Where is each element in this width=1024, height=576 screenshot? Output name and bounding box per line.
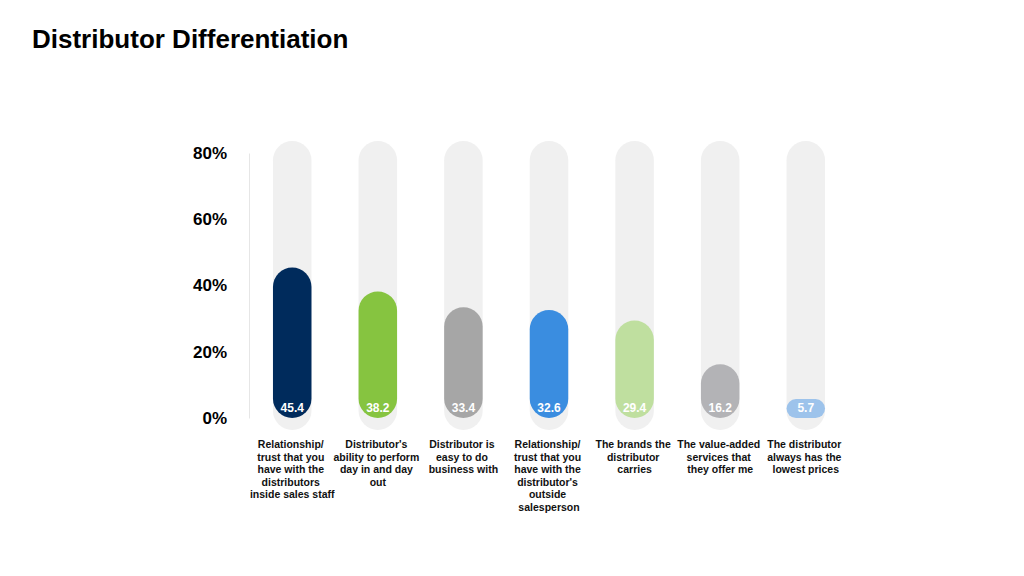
tick-label: 60% xyxy=(193,210,227,229)
tick-label: 80% xyxy=(193,144,227,163)
tick-label: Distributor is easy to do business with xyxy=(429,438,498,475)
tick-label: The distributor always has the lowest pr… xyxy=(767,438,844,475)
tick: 60% xyxy=(193,210,249,229)
tick-label-line: Relationship/ xyxy=(515,438,584,450)
tick-label-line: have with the xyxy=(514,463,583,475)
tick: The distributor always has the lowest pr… xyxy=(767,438,844,475)
bar xyxy=(701,364,740,418)
tick-label-line: they offer me xyxy=(687,463,753,475)
chart: Distributor Differentiation 0% 20% 40% 60% 80… xyxy=(0,0,1024,576)
tick-label: The brands the distributor carries xyxy=(595,438,673,475)
data-labels: 45.4 38.2 33.4 32.6 29.4 16.2 5.7 xyxy=(281,401,815,415)
track xyxy=(701,141,740,430)
tick-label-line: lowest prices xyxy=(773,463,840,475)
tick: 80% xyxy=(193,144,249,163)
tick-label-line: distributor's xyxy=(517,476,581,488)
title: Distributor Differentiation xyxy=(32,24,348,54)
bars xyxy=(273,268,825,418)
track xyxy=(273,141,312,430)
y-axis: 0% 20% 40% 60% 80% xyxy=(193,144,250,428)
tick-label-line: always has the xyxy=(767,451,844,463)
tick-label-line: business with xyxy=(429,463,498,475)
bar xyxy=(530,310,569,418)
tick-label-line: trust that you xyxy=(514,451,584,463)
track xyxy=(444,141,483,430)
track xyxy=(615,141,654,430)
tick-label-line: Relationship/ xyxy=(258,438,327,450)
data-label: 45.4 xyxy=(281,401,305,415)
track xyxy=(530,141,569,430)
tracks xyxy=(273,141,825,430)
axis-line xyxy=(249,154,250,419)
data-label: 33.4 xyxy=(452,401,476,415)
tick-label-line: Distributor is xyxy=(429,438,497,450)
tick-label-line: carries xyxy=(617,463,652,475)
tick-label-line: have with the xyxy=(258,463,327,475)
tick: 0% xyxy=(202,409,249,428)
tick-label: 20% xyxy=(193,343,227,362)
data-label: 38.2 xyxy=(366,401,390,415)
tick: 20% xyxy=(193,343,249,362)
tick: Distributor's ability to perform day in … xyxy=(333,438,422,488)
tick-label-line: trust that you xyxy=(257,451,327,463)
tick-label-line: easy to do xyxy=(436,451,491,463)
tick-label: Distributor's ability to perform day in … xyxy=(333,438,422,488)
tick: The brands the distributor carries xyxy=(595,438,673,475)
tick-label-line: The brands the xyxy=(595,438,673,450)
data-label: 32.6 xyxy=(537,401,561,415)
bar xyxy=(444,307,483,418)
data-label: 29.4 xyxy=(623,401,647,415)
tick-label: 40% xyxy=(193,276,227,295)
bar xyxy=(787,399,826,418)
tick-label-line: inside sales staff xyxy=(250,488,335,500)
bar xyxy=(273,268,312,418)
x-axis: Relationship/ trust that you have with t… xyxy=(250,438,850,513)
tick-label-line: Distributor's xyxy=(345,438,410,450)
track xyxy=(359,141,398,430)
data-label: 5.7 xyxy=(797,401,814,415)
tick-label-line: distributors xyxy=(262,476,323,488)
tick-label-line: day in and day xyxy=(340,463,416,475)
tick-label: The value-added services that they offer… xyxy=(677,438,763,475)
tick-label: Relationship/ trust that you have with t… xyxy=(514,438,584,513)
tick-label-line: distributor xyxy=(607,451,662,463)
bar xyxy=(615,321,654,418)
tick-label-line: outside xyxy=(529,488,569,500)
tick-label-line: ability to perform xyxy=(333,451,422,463)
tick-label-line: out xyxy=(370,476,387,488)
tick: 40% xyxy=(193,276,249,295)
tick: Relationship/ trust that you have with t… xyxy=(514,438,584,513)
tick-label-line: The distributor xyxy=(767,438,844,450)
tick: The value-added services that they offer… xyxy=(677,438,763,475)
tick: Distributor is easy to do business with xyxy=(429,438,498,475)
bar xyxy=(359,291,398,418)
tick-label-line: salesperson xyxy=(518,501,579,513)
data-label: 16.2 xyxy=(709,401,733,415)
tick-label: Relationship/ trust that you have with t… xyxy=(250,438,335,500)
tick-label-line: services that xyxy=(687,451,754,463)
track xyxy=(787,141,826,430)
tick-label: 0% xyxy=(202,409,227,428)
tick: Relationship/ trust that you have with t… xyxy=(250,438,335,500)
tick-label-line: The value-added xyxy=(677,438,763,450)
